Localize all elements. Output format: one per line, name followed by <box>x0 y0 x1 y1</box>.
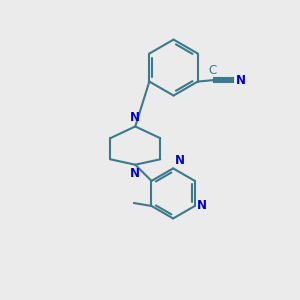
Text: C: C <box>208 64 217 76</box>
Text: N: N <box>130 111 140 124</box>
Text: N: N <box>197 200 207 212</box>
Text: N: N <box>175 154 184 167</box>
Text: N: N <box>130 167 140 180</box>
Text: N: N <box>236 74 245 87</box>
